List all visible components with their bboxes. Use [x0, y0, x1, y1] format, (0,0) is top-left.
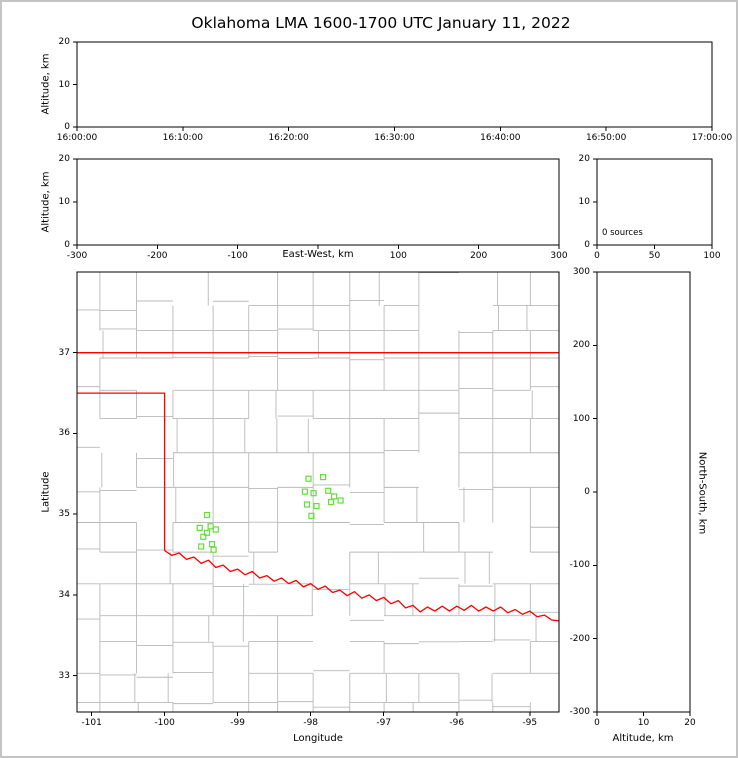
source-point: [313, 503, 320, 510]
time-panel-alt-tick-label: 10: [58, 79, 70, 90]
lon-tick-label: -98: [303, 718, 319, 728]
panel-frames: [73, 41, 713, 716]
ew-tick-label: 200: [470, 251, 488, 261]
ns-panel-xlabel: Altitude, km: [612, 733, 674, 744]
ns-tick-label: -200: [569, 633, 590, 644]
ew-tick-label: -200: [147, 251, 168, 261]
lat-tick-label: 35: [58, 509, 70, 520]
figure-title: Oklahoma LMA 1600-1700 UTC January 11, 2…: [191, 14, 571, 32]
lat-tick-label: 37: [58, 347, 70, 358]
ns-panel-alt-tick-label: 0: [594, 718, 600, 728]
time-panel-ylabel: Altitude, km: [40, 53, 52, 115]
ew-panel-ylabel: Altitude, km: [40, 171, 52, 233]
lon-tick-label: -95: [522, 718, 538, 728]
lon-tick-label: -100: [154, 718, 175, 728]
source-point: [207, 523, 214, 530]
source-point: [203, 511, 211, 519]
ew-tick-label: 300: [550, 251, 568, 261]
source-point: [305, 475, 312, 482]
time-panel-alt-tick-label: 0: [64, 121, 70, 132]
lat-tick-label: 36: [58, 428, 70, 439]
panhandle-border: [77, 392, 166, 551]
ew-panel-alt-tick-label: 20: [58, 153, 70, 164]
source-point: [320, 474, 327, 481]
ns-tick-label: -100: [569, 560, 590, 571]
lon-tick-label: -101: [81, 718, 102, 728]
lon-tick-label: -96: [449, 718, 465, 728]
ew-panel-xlabel: East-West, km: [282, 249, 354, 260]
source-point: [203, 529, 211, 536]
source-point: [328, 499, 335, 506]
source-point: [303, 501, 311, 508]
time-altitude-panel: [76, 41, 713, 128]
source-point: [212, 526, 219, 533]
ew-altitude-panel: [76, 158, 560, 246]
time-tick-label: 17:00:00: [691, 133, 733, 143]
source-point: [337, 497, 344, 504]
source-point: [325, 487, 332, 494]
histogram-annotation: 0 sources: [602, 228, 643, 238]
hist-alt-tick-label: 10: [578, 196, 590, 207]
hist-count-tick-label: 100: [703, 251, 721, 261]
time-tick-label: 16:00:00: [56, 133, 98, 143]
ns-tick-label: 100: [572, 413, 590, 424]
hist-alt-tick-label: 0: [584, 239, 590, 250]
county-lines: [77, 272, 559, 712]
ns-tick-label: 300: [572, 266, 590, 277]
ew-tick-label: -300: [66, 251, 88, 261]
source-point: [308, 512, 315, 519]
lma-sources: [196, 474, 344, 553]
state-borders: [77, 352, 559, 622]
source-point: [301, 488, 308, 495]
source-point: [331, 493, 338, 500]
ns-panel-alt-tick-label: 10: [637, 718, 650, 728]
ew-panel-alt-tick-label: 0: [64, 239, 70, 250]
time-panel-alt-tick-label: 20: [58, 36, 70, 47]
ns-panel-alt-tick-label: 20: [684, 718, 696, 728]
lat-tick-label: 33: [58, 670, 70, 681]
ns-tick-label: 0: [584, 486, 590, 497]
map-xlabel: Longitude: [293, 733, 343, 744]
time-tick-label: 16:50:00: [585, 133, 627, 143]
ew-panel-alt-tick-label: 10: [58, 196, 70, 207]
ew-tick-label: 100: [389, 251, 407, 261]
time-tick-label: 16:30:00: [374, 133, 415, 143]
lat-tick-label: 34: [58, 589, 70, 600]
source-point: [310, 490, 317, 497]
ns-tick-label: 200: [572, 340, 590, 351]
source-point: [198, 543, 205, 550]
source-point: [210, 546, 217, 553]
ew-tick-label: -100: [227, 251, 248, 261]
source-point: [200, 533, 207, 540]
map-ylabel: Latitude: [40, 471, 52, 513]
red-river-border: [164, 549, 559, 622]
time-tick-label: 16:40:00: [480, 133, 521, 143]
hist-count-tick-label: 0: [594, 251, 600, 261]
hist-count-tick-label: 50: [648, 251, 661, 261]
hist-alt-tick-label: 20: [578, 153, 590, 164]
time-tick-label: 16:10:00: [162, 133, 204, 143]
ns-tick-label: -300: [569, 706, 590, 717]
ns-panel-ylabel: North-South, km: [696, 451, 708, 535]
lon-tick-label: -99: [230, 718, 246, 728]
ns-altitude-panel: [596, 271, 691, 713]
map-panel: [76, 271, 560, 713]
lon-tick-label: -97: [376, 718, 392, 728]
source-point: [209, 540, 216, 548]
source-point: [196, 524, 203, 532]
time-tick-label: 16:20:00: [268, 133, 309, 143]
